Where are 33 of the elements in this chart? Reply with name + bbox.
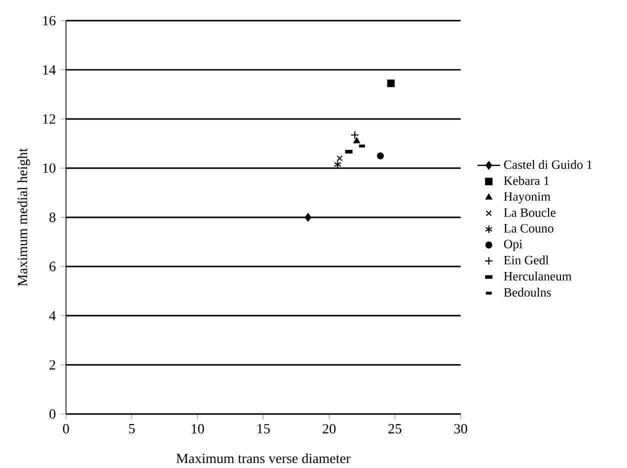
y-tick-label: 4 xyxy=(49,311,56,320)
legend-label: La Couno xyxy=(504,224,554,233)
legend-label: Bedoulns xyxy=(504,288,551,297)
x-tick-label: 0 xyxy=(63,424,69,434)
x-tick-label: 10 xyxy=(192,424,204,434)
point xyxy=(387,80,395,88)
y-tick-label: 8 xyxy=(49,212,56,222)
y-tick-label: 16 xyxy=(43,16,56,26)
point xyxy=(304,213,312,222)
legend-label: Opi xyxy=(504,240,522,251)
x-tick-label: 30 xyxy=(454,424,468,434)
y-tick-label: 10 xyxy=(43,163,56,173)
x-tick-label: 25 xyxy=(388,424,402,434)
y-axis-title: Maximum medial height xyxy=(17,148,30,286)
x-tick-label: 5 xyxy=(129,424,135,434)
y-tick-label: 6 xyxy=(50,262,56,272)
legend-label: Ein Gedl xyxy=(504,256,549,264)
point xyxy=(336,155,343,162)
x-axis-title: Maximum trans verse diameter xyxy=(176,453,350,464)
y-tick-label: 12 xyxy=(43,114,56,124)
legend-label: Kebara 1 xyxy=(504,176,549,186)
y-tick-label: 0 xyxy=(49,409,56,419)
y-tick-label: 14 xyxy=(43,65,56,74)
legend-label: Hayonim xyxy=(504,192,550,204)
point xyxy=(350,130,360,140)
y-tick-label: 2 xyxy=(50,360,56,370)
x-tick-label: 15 xyxy=(258,424,270,434)
legend-label: Castel di Guido 1 xyxy=(504,160,592,169)
legend-label: Herculaneum xyxy=(504,272,572,281)
point xyxy=(376,152,384,160)
point xyxy=(353,137,360,144)
legend-label: La Boucle xyxy=(504,208,556,217)
x-tick-label: 20 xyxy=(322,424,336,434)
